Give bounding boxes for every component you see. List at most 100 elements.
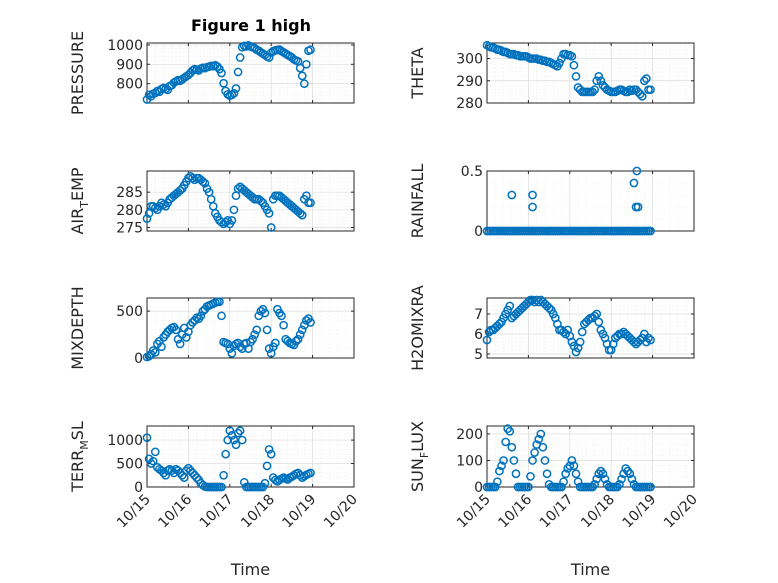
data-point xyxy=(142,433,152,443)
y-axis-label-main: THETA xyxy=(408,47,427,99)
data-point xyxy=(592,309,602,319)
y-tick-label: 500 xyxy=(116,304,143,320)
axes-box xyxy=(486,42,695,104)
data-point xyxy=(146,459,156,468)
data-point xyxy=(528,190,537,200)
data-point xyxy=(544,303,554,313)
data-point xyxy=(161,470,170,480)
subplot-mixdepth: 0 500 MIXDEPTH xyxy=(68,286,355,370)
data-point xyxy=(227,90,237,100)
y-axis-label-main: RAINFALL xyxy=(408,164,427,239)
y-tick-label: 300 xyxy=(456,52,483,68)
data-point xyxy=(509,456,519,465)
data-point xyxy=(629,178,639,188)
data-point xyxy=(266,449,276,459)
data-point xyxy=(542,469,552,479)
y-tick-label: 290 xyxy=(456,74,483,90)
data-point xyxy=(625,469,635,479)
data-point xyxy=(237,435,247,445)
data-point xyxy=(188,173,197,183)
data-point xyxy=(264,344,274,353)
data-point xyxy=(627,474,637,484)
x-tick-label: 10/19 xyxy=(280,492,320,532)
data-point xyxy=(167,466,177,475)
data-point xyxy=(229,88,239,98)
data-point xyxy=(490,482,500,492)
data-point xyxy=(295,470,305,480)
data-point xyxy=(534,434,544,444)
data-point xyxy=(264,53,274,62)
plot-area xyxy=(486,170,695,232)
data-point xyxy=(157,342,166,352)
data-point xyxy=(250,330,259,339)
y-tick-label: 6 xyxy=(474,327,483,343)
x-axis-label: Time xyxy=(570,560,610,579)
y-axis-label: AIRTEMP xyxy=(68,167,91,234)
data-point xyxy=(306,468,315,478)
data-point xyxy=(217,68,226,78)
data-point xyxy=(235,426,245,436)
data-series xyxy=(482,295,655,357)
data-point xyxy=(530,448,539,457)
y-axis-label: SUNFLUX xyxy=(408,421,431,492)
data-point xyxy=(266,223,276,232)
data-point xyxy=(159,200,168,209)
data-point xyxy=(569,60,579,70)
data-point xyxy=(150,203,160,213)
y-axis-label: THETA xyxy=(408,47,427,99)
data-point xyxy=(637,91,647,101)
data-point xyxy=(565,461,575,471)
data-point xyxy=(217,311,226,321)
data-point xyxy=(644,333,653,343)
data-point xyxy=(227,348,237,358)
y-axis-label-main: TERR xyxy=(68,450,87,493)
data-point xyxy=(295,209,305,218)
data-point xyxy=(231,440,241,450)
data-point xyxy=(497,461,506,471)
data-point xyxy=(505,301,515,311)
data-point xyxy=(507,442,517,452)
data-point xyxy=(237,344,247,353)
y-tick-label: 0 xyxy=(474,480,483,496)
y-axis-label-main: MIXDEPTH xyxy=(68,286,87,369)
data-point xyxy=(221,449,231,459)
data-point xyxy=(617,474,626,484)
data-series xyxy=(142,297,315,362)
y-axis-label-main: SUN xyxy=(408,458,427,492)
y-tick-label: 7 xyxy=(474,307,483,323)
x-tick-label: 10/17 xyxy=(197,492,237,532)
data-point xyxy=(590,311,599,321)
data-point xyxy=(584,315,593,325)
data-series xyxy=(142,171,315,232)
data-point xyxy=(302,59,311,69)
data-point xyxy=(171,325,181,335)
data-point xyxy=(555,58,564,68)
data-point xyxy=(233,428,243,438)
data-point xyxy=(148,346,158,355)
y-tick-label: 5 xyxy=(474,347,483,363)
data-point xyxy=(613,331,622,341)
y-tick-label: 275 xyxy=(116,220,143,236)
data-point xyxy=(264,445,274,454)
data-point xyxy=(482,335,492,345)
data-point xyxy=(219,78,228,88)
data-point xyxy=(524,297,533,307)
y-axis-label-tail: SL xyxy=(68,421,87,440)
data-point xyxy=(297,325,307,335)
data-point xyxy=(297,210,307,220)
data-point xyxy=(252,325,262,335)
y-tick-label: 0.5 xyxy=(461,164,483,180)
data-point xyxy=(175,339,185,349)
data-point xyxy=(588,87,597,97)
data-point xyxy=(592,76,602,86)
data-point xyxy=(260,308,270,318)
y-tick-label: 1000 xyxy=(107,433,143,449)
data-point xyxy=(306,318,315,327)
subplot-terr_msl: 10/15 10/16 10/17 10/18 10/19 10/20 0 500 1000 TE… xyxy=(68,421,361,579)
data-point xyxy=(646,226,655,236)
data-point xyxy=(196,311,206,321)
subplot-pressure: 800 900 1000 PRESSURE xyxy=(68,31,355,115)
